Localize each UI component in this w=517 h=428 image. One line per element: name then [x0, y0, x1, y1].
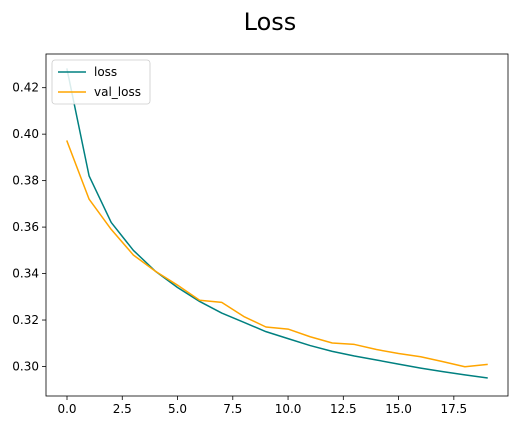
y-tick-label: 0.36 [12, 220, 39, 234]
x-tick-label: 15.0 [385, 402, 412, 416]
x-tick-label: 12.5 [330, 402, 357, 416]
y-tick-label: 0.38 [12, 174, 39, 188]
y-tick-label: 0.32 [12, 313, 39, 327]
y-tick-label: 0.42 [12, 81, 39, 95]
chart-title: Loss [244, 8, 297, 36]
legend: loss val_loss [51, 59, 151, 105]
x-tick-label: 7.5 [223, 402, 242, 416]
x-tick-label: 10.0 [275, 402, 302, 416]
x-tick-label: 0.0 [57, 402, 76, 416]
x-tick-label: 2.5 [113, 402, 132, 416]
series-layer [66, 68, 488, 379]
y-tick-label: 0.30 [12, 359, 39, 373]
series-line-val-loss [66, 140, 488, 368]
x-tick-label: 17.5 [440, 402, 467, 416]
x-tick-label: 5.0 [168, 402, 187, 416]
series-line-loss [66, 68, 488, 379]
legend-label-val-loss: val_loss [94, 85, 141, 99]
axes-layer: 0.0 2.5 5.0 7.5 10.0 12.5 15.0 17.5 0.30 0.32 0.34… [12, 53, 509, 416]
y-tick-label: 0.40 [12, 127, 39, 141]
y-tick-label: 0.34 [12, 267, 39, 281]
legend-box [51, 59, 151, 105]
legend-label-loss: loss [94, 65, 117, 79]
plot-frame [45, 53, 509, 397]
